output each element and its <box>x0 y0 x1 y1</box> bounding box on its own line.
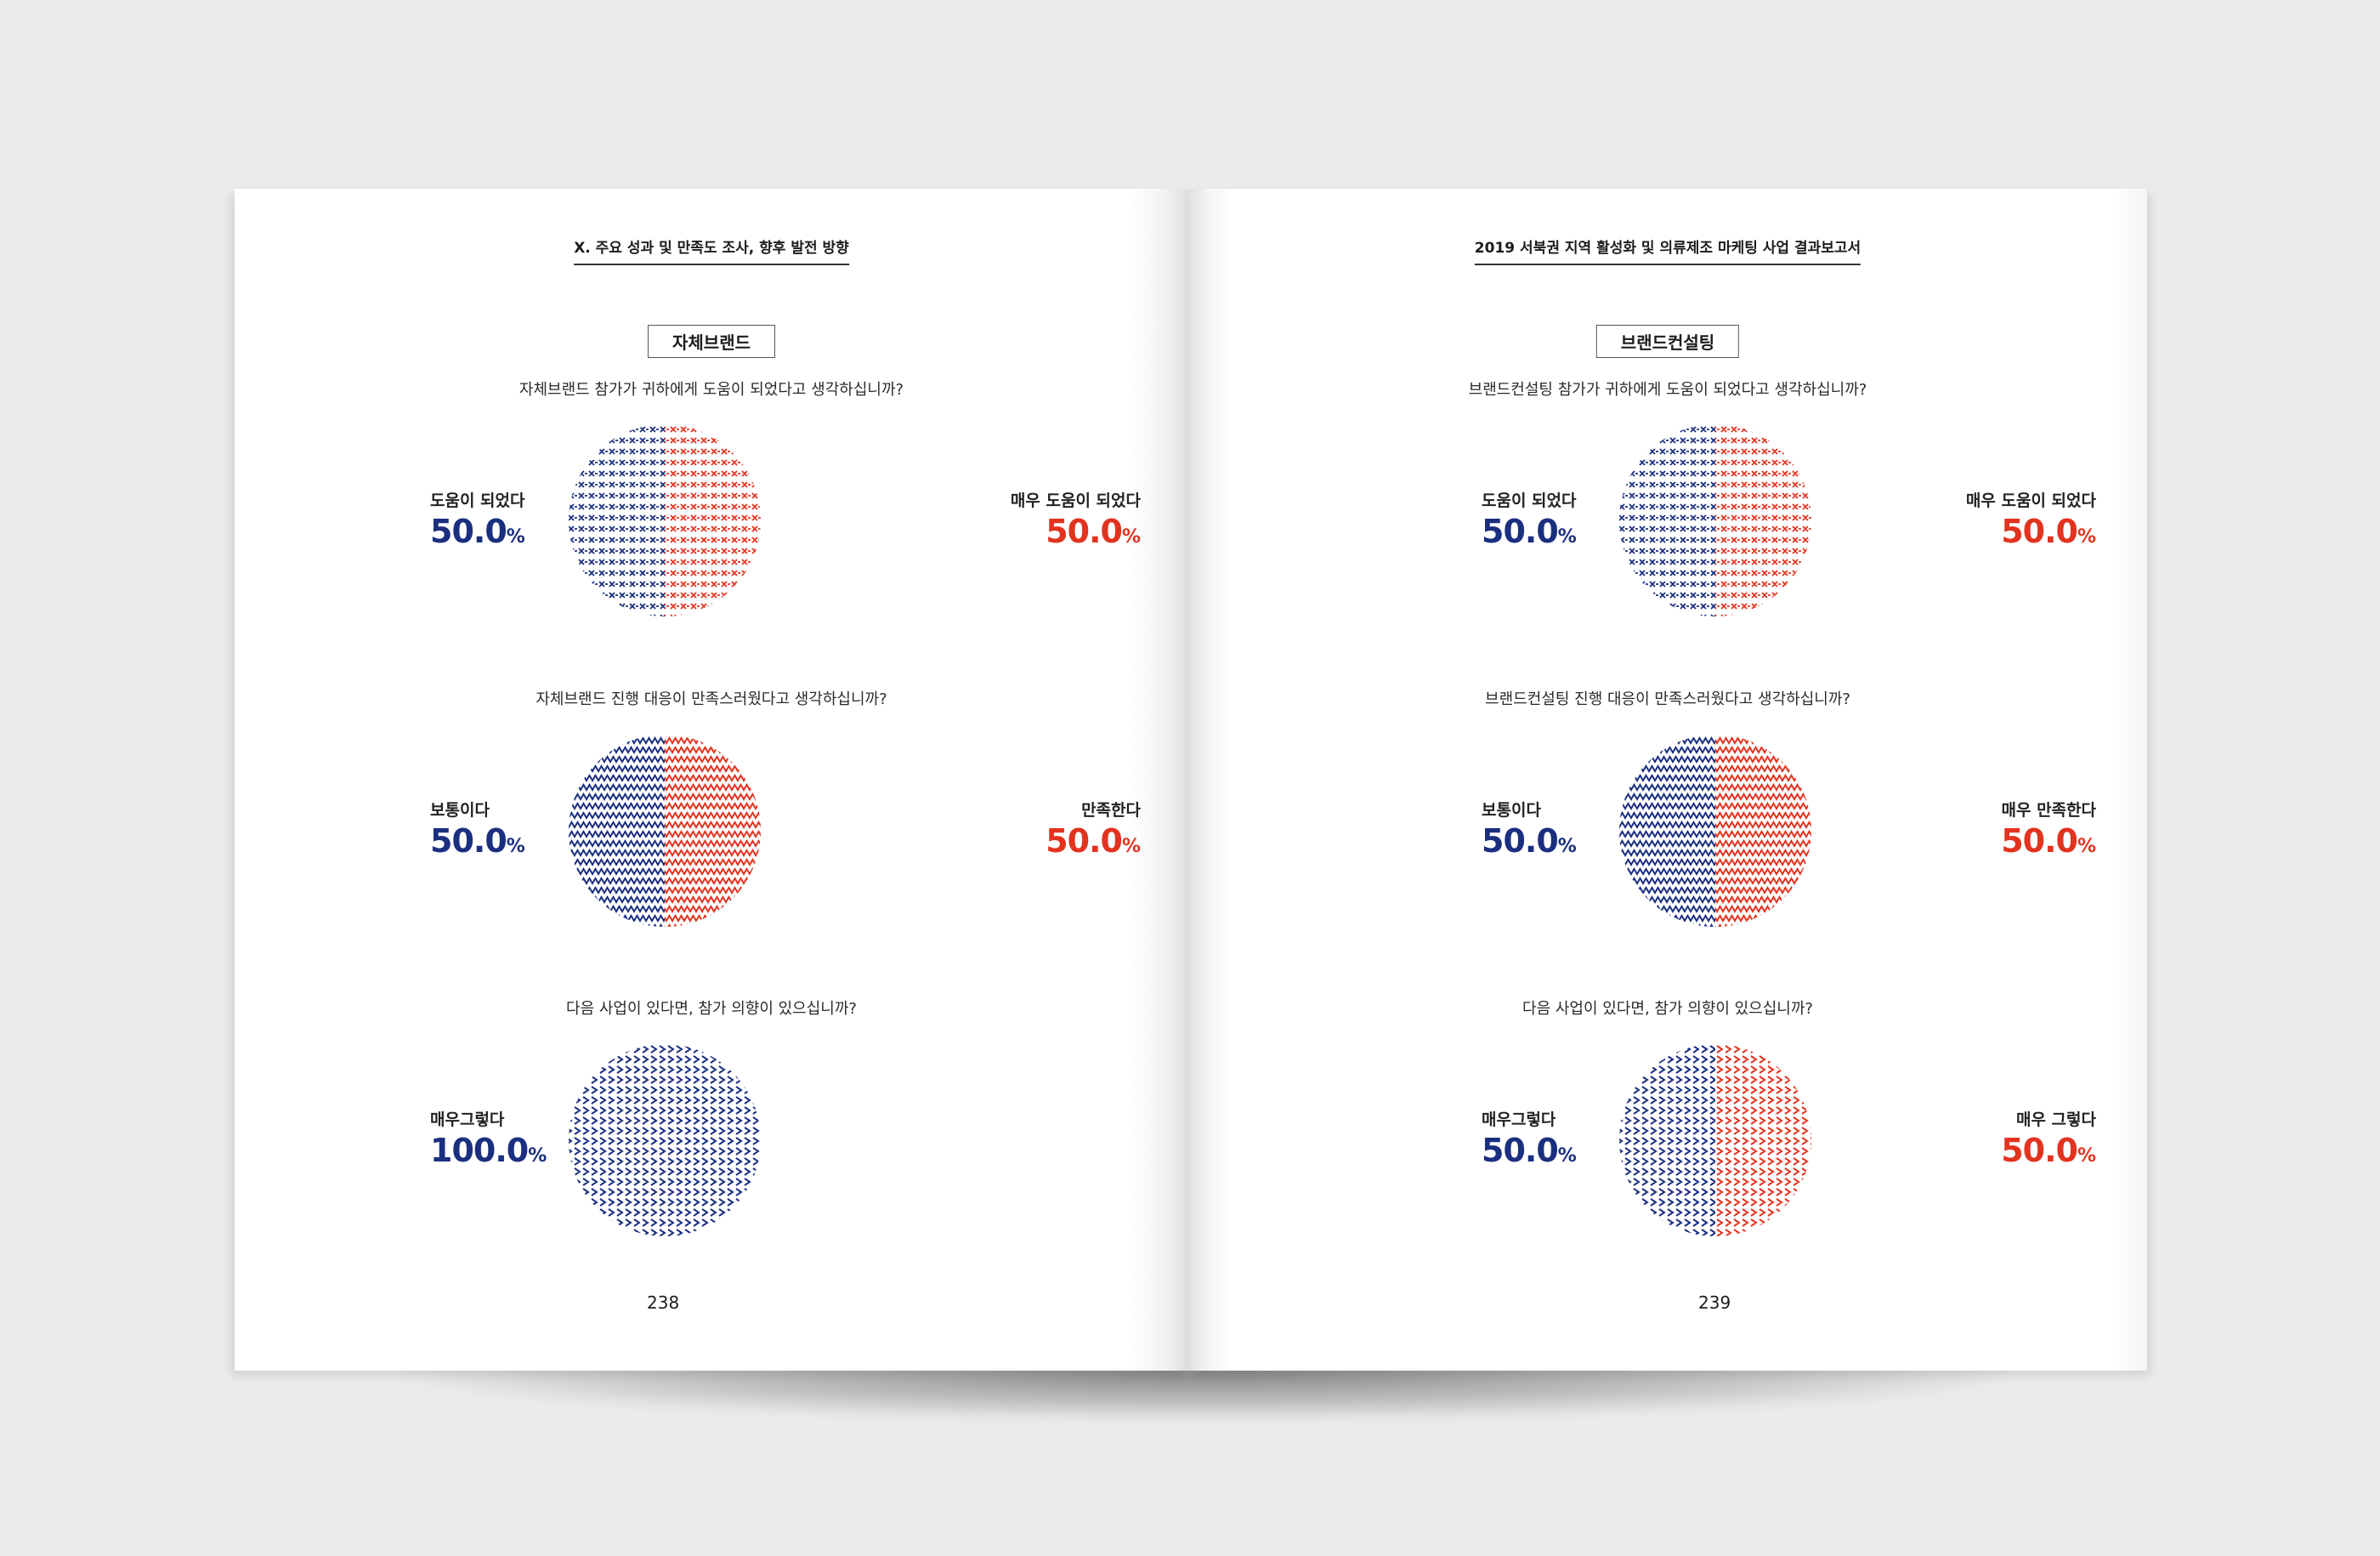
pie-slice-blue <box>569 736 665 927</box>
right-label: 매우 만족한다 <box>2001 801 2097 820</box>
page-number: 238 <box>647 1292 680 1313</box>
left-label: 도움이 되었다 <box>1482 491 1577 510</box>
right-percentage: 50.0% <box>1046 513 1141 550</box>
right-page: 2019 서북권 지역 활성화 및 의류제조 마케팅 사업 결과보고서 브랜드컨… <box>1188 189 2147 1371</box>
pie-slice-red <box>1715 736 1811 927</box>
right-label: 매우 도움이 되었다 <box>1965 491 2096 510</box>
pie-slice-red <box>665 736 761 927</box>
section-title: 브랜드컨설팅 <box>1595 325 1740 358</box>
pie-chart <box>569 426 761 616</box>
left-label: 매우그렇다 <box>430 1110 505 1129</box>
pie-slice-blue <box>1619 426 1715 616</box>
right-label: 매우 그렇다 <box>2015 1110 2096 1129</box>
right-percentage: 50.0% <box>1046 822 1141 860</box>
pie-slice-red <box>1715 1045 1811 1236</box>
right-label: 매우 도움이 되었다 <box>1010 491 1141 510</box>
question-text: 브랜드컨설팅 참가가 귀하에게 도움이 되었다고 생각하십니까? <box>1468 381 1867 399</box>
pie-slice-red <box>1715 426 1811 616</box>
left-page: Ⅹ. 주요 성과 및 만족도 조사, 향후 발전 방향 자체브랜드 자체브랜드 … <box>235 189 1188 1371</box>
question-text: 다음 사업이 있다면, 참가 의향이 있으십니까? <box>566 1000 857 1018</box>
pie-chart <box>1619 1045 1811 1236</box>
left-percentage: 50.0% <box>430 822 525 860</box>
pie-slice-red <box>665 426 761 616</box>
question-text: 브랜드컨설팅 진행 대응이 만족스러웠다고 생각하십니까? <box>1485 690 1850 708</box>
pie-slice-blue <box>1619 1045 1715 1236</box>
right-label: 만족한다 <box>1081 801 1141 820</box>
pie-slice-blue <box>569 426 665 616</box>
left-label: 매우그렇다 <box>1482 1110 1556 1129</box>
left-percentage: 50.0% <box>1482 1132 1577 1169</box>
question-text: 다음 사업이 있다면, 참가 의향이 있으십니까? <box>1522 1000 1813 1018</box>
pie-chart <box>569 736 761 927</box>
left-percentage: 50.0% <box>1482 513 1577 550</box>
pie-chart <box>569 1045 761 1236</box>
running-head: 2019 서북권 지역 활성화 및 의류제조 마케팅 사업 결과보고서 <box>1474 236 1862 265</box>
right-percentage: 50.0% <box>2001 1132 2096 1169</box>
pie-slice-blue <box>569 1045 761 1236</box>
left-percentage: 50.0% <box>430 513 525 550</box>
left-label: 도움이 되었다 <box>430 491 525 510</box>
question-text: 자체브랜드 참가가 귀하에게 도움이 되었다고 생각하십니까? <box>518 381 904 399</box>
section-title: 자체브랜드 <box>648 325 775 358</box>
question-text: 자체브랜드 진행 대응이 만족스러웠다고 생각하십니까? <box>536 690 887 708</box>
running-head: Ⅹ. 주요 성과 및 만족도 조사, 향후 발전 방향 <box>574 236 849 265</box>
right-percentage: 50.0% <box>2001 513 2096 550</box>
left-label: 보통이다 <box>430 801 490 820</box>
pie-chart <box>1619 736 1811 927</box>
pie-slice-blue <box>1619 736 1715 927</box>
pie-chart <box>1619 426 1811 616</box>
left-percentage: 50.0% <box>1482 822 1577 860</box>
left-percentage: 100.0% <box>430 1132 547 1169</box>
left-label: 보통이다 <box>1482 801 1541 820</box>
page-number: 239 <box>1698 1292 1731 1313</box>
right-percentage: 50.0% <box>2001 822 2096 860</box>
